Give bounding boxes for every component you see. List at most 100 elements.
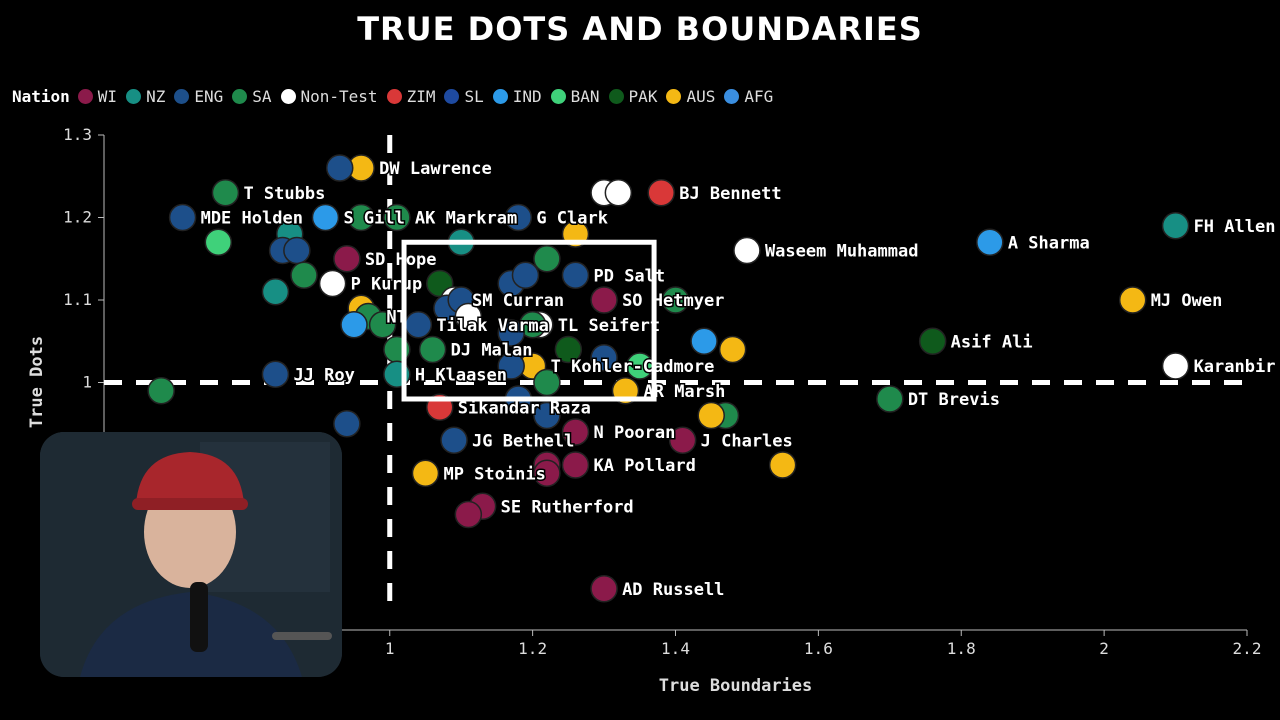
data-point — [168, 203, 197, 232]
data-point — [690, 327, 718, 355]
legend-label: ZIM — [406, 86, 436, 106]
legend-swatch — [550, 88, 566, 104]
data-point — [561, 418, 590, 446]
point-label: MP Stoinis — [443, 464, 545, 484]
point-label: Sikandar Raza — [458, 398, 591, 418]
point-label: S Gill — [343, 209, 404, 229]
data-point — [504, 203, 533, 232]
legend-swatch — [666, 88, 682, 104]
legend-label: IND — [512, 86, 542, 106]
data-point — [333, 245, 361, 273]
data-point — [1161, 352, 1190, 380]
data-point — [411, 459, 440, 487]
data-point — [533, 459, 561, 487]
point-label: P Kurup — [351, 275, 423, 295]
x-tick-label: 2 — [1099, 639, 1109, 658]
data-point — [511, 261, 540, 289]
point-label: SE Rutherford — [501, 497, 634, 517]
point-label: J Charles — [701, 431, 793, 451]
legend-item-sa: SA — [232, 86, 272, 106]
data-point — [647, 179, 675, 207]
y-tick-label: 1.2 — [63, 208, 92, 227]
chart-title: TRUE DOTS AND BOUNDARIES — [357, 10, 923, 48]
point-label: DJ Malan — [451, 341, 533, 361]
legend-swatch — [492, 88, 508, 104]
point-label: T Stubbs — [243, 184, 325, 204]
point-label: BJ Bennett — [679, 184, 781, 204]
data-point — [204, 228, 233, 256]
data-point — [668, 426, 697, 454]
x-tick-label: 2.2 — [1233, 639, 1262, 658]
data-point — [561, 261, 590, 289]
legend-swatch — [444, 88, 460, 104]
point-label: T Kohler-Cadmore — [551, 357, 715, 377]
legend-swatch — [174, 88, 190, 104]
legend-label: PAK — [628, 86, 658, 106]
point-label: N Pooran — [593, 423, 675, 443]
legend-label: SA — [252, 86, 272, 106]
data-point — [554, 335, 583, 364]
legend-item-eng: ENG — [174, 87, 223, 106]
data-point — [261, 360, 290, 388]
legend-item-nz: NZ — [126, 87, 165, 106]
data-point — [211, 179, 240, 207]
data-point — [347, 203, 375, 232]
data-point — [383, 203, 411, 232]
data-point — [768, 451, 797, 479]
legend-label: BAN — [570, 86, 600, 106]
legend-label: AUS — [686, 86, 716, 106]
data-point — [718, 335, 747, 364]
data-point — [533, 245, 561, 273]
data-point — [311, 203, 340, 232]
data-point — [590, 286, 618, 314]
x-tick-label: 1.4 — [661, 639, 690, 658]
data-point — [290, 261, 318, 289]
x-axis-label: True Boundaries — [659, 676, 813, 696]
data-point — [976, 228, 1004, 256]
data-point — [918, 327, 947, 355]
point-label: JJ Roy — [293, 365, 354, 385]
data-point — [440, 426, 468, 454]
point-label: Asif Ali — [951, 332, 1033, 352]
point-label: AR Marsh — [643, 382, 725, 402]
data-point — [590, 575, 618, 603]
data-point — [561, 451, 590, 479]
point-label: DW Lawrence — [379, 159, 492, 179]
data-point — [1118, 286, 1147, 314]
legend-item-sl: SL — [444, 86, 484, 106]
data-point — [318, 269, 347, 298]
y-tick-label: 1 — [82, 373, 92, 392]
legend-item-pak: PAK — [608, 86, 658, 106]
point-label: Waseem Muhammad — [765, 242, 919, 262]
point-label: SO Hetmyer — [622, 291, 724, 311]
legend-swatch — [126, 88, 142, 104]
legend-label: WI — [97, 86, 118, 106]
data-point — [283, 236, 311, 265]
data-point — [590, 344, 618, 372]
legend-item-wi: WI — [77, 86, 118, 106]
data-point — [697, 401, 725, 430]
legend-item-non-test: Non-Test — [280, 86, 378, 106]
data-point — [333, 410, 361, 438]
legend-item-ban: BAN — [550, 86, 600, 106]
data-point — [454, 302, 483, 331]
point-label: AK Markram — [415, 209, 517, 229]
legend-label: SL — [464, 86, 484, 106]
x-tick-label: 1.8 — [947, 639, 976, 658]
point-label: SM Curran — [472, 291, 564, 311]
y-axis-label: True Dots — [27, 336, 47, 428]
data-point — [418, 335, 447, 364]
data-point — [454, 500, 483, 529]
data-point — [533, 368, 561, 397]
legend-swatch — [724, 88, 740, 104]
point-label: MDE Holden — [201, 209, 303, 229]
data-point — [340, 311, 368, 339]
point-label: JG Bethell — [472, 431, 574, 451]
point-label: A Sharma — [1008, 233, 1090, 253]
point-label: DT Brevis — [908, 390, 1000, 410]
legend-label: Non-Test — [300, 86, 378, 106]
legend: Nation WI NZ ENG SA Non-Test ZIM SL IND BAN PAK AU… — [12, 86, 782, 106]
data-point — [497, 352, 525, 380]
legend-swatch — [280, 88, 296, 104]
legend-label: ENG — [194, 86, 224, 106]
